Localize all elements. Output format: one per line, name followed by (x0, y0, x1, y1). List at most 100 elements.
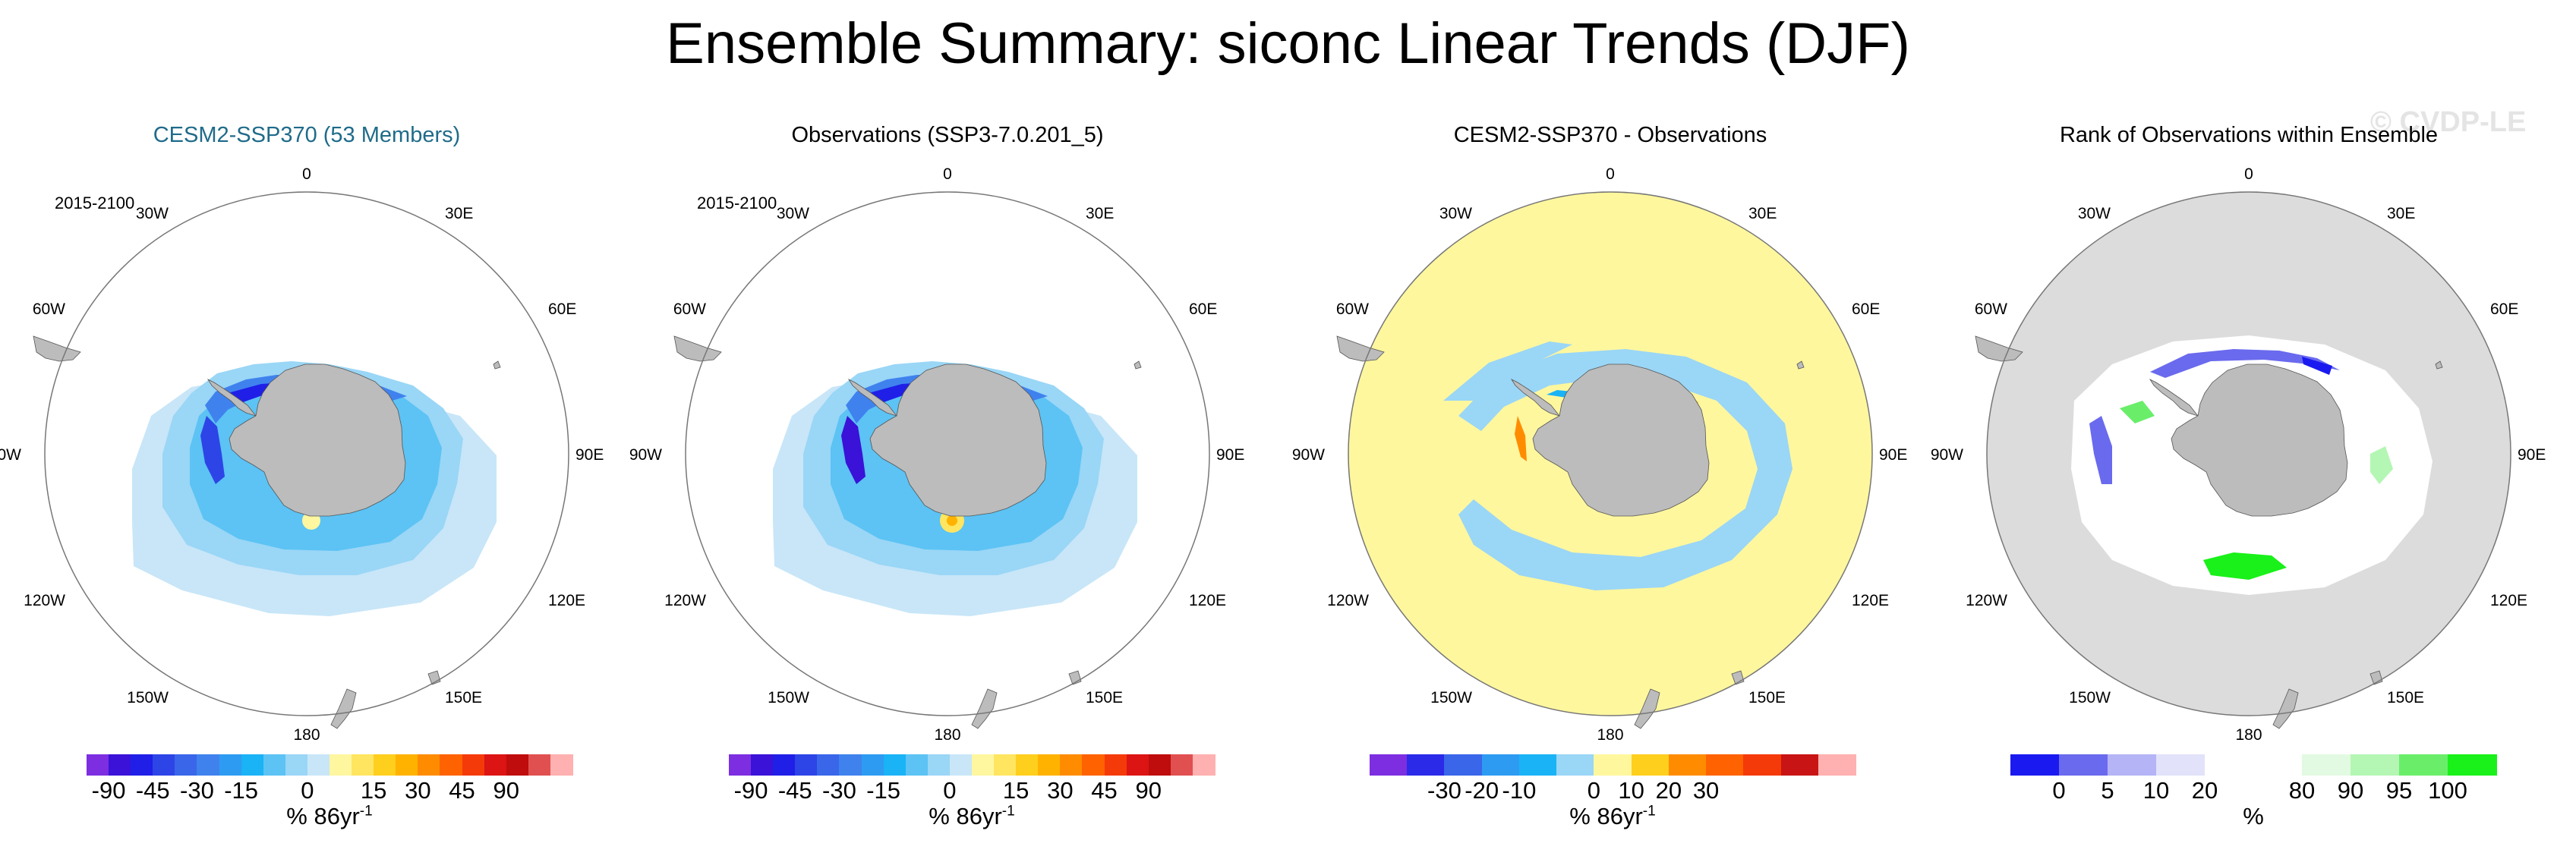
longitude-label: 30W (136, 205, 169, 222)
difference-peninsula-positive (1515, 416, 1527, 461)
south-america-landmass (1975, 335, 2023, 362)
longitude-label: 60E (2490, 301, 2518, 318)
panel-4-title: Rank of Observations within Ensemble (2059, 123, 2439, 147)
colorbar-swatch (1104, 754, 1127, 776)
colorbar-tick-label: 45 (449, 777, 475, 804)
kerguelen-island (2435, 360, 2443, 370)
rank-zone-east-high (2370, 446, 2393, 484)
colorbar-swatch (949, 754, 973, 776)
colorbar-swatch (175, 754, 198, 776)
colorbar-tick-label: 95 (2385, 777, 2413, 804)
kerguelen-island (493, 360, 501, 370)
colorbar-swatch (773, 754, 796, 776)
colorbar-swatch (2108, 754, 2157, 776)
colorbar-tick-label: 90 (2337, 777, 2364, 804)
longitude-label: 60W (673, 301, 706, 318)
longitude-label: 90E (1879, 446, 1907, 464)
colorbar-swatch (1780, 754, 1819, 776)
colorbar-tick-label: 0 (301, 777, 314, 804)
panel-2-units: % 86yr-1 (929, 803, 1015, 829)
colorbar-swatch (374, 754, 396, 776)
colorbar-swatch (1818, 754, 1856, 776)
new-zealand-landmass (971, 688, 998, 729)
longitude-label: 0 (2244, 165, 2253, 183)
colorbar-tick-label: 45 (1091, 777, 1118, 804)
rank-zone-ross-high (2203, 552, 2287, 580)
colorbar-tick-label: 20 (1655, 777, 1682, 804)
colorbar-tick-label: 0 (2052, 777, 2066, 804)
map-boundary (1348, 191, 1873, 716)
colorbar-swatch (87, 754, 109, 776)
colorbar-swatch (994, 754, 1017, 776)
colorbar-swatch (1706, 754, 1744, 776)
colorbar-tick-label: 30 (1047, 777, 1074, 804)
panel-4-units: % (2243, 803, 2264, 829)
longitude-label: 90E (2518, 446, 2546, 464)
panel-2-map: 0 180 90W 90E 30W 30E 60W 60E 120W 120E 150W 150E (629, 165, 1245, 744)
panel-3-map: 0 180 90W 90E 30W 30E 60W 60E 120W 120E 150W 150E (1292, 165, 1908, 744)
antarctica-landmass (1532, 363, 1710, 517)
rank-zone-west-low (2089, 416, 2112, 484)
colorbar-swatch (1170, 754, 1193, 776)
colorbar-tick-label: 0 (943, 777, 957, 804)
colorbar-swatch (506, 754, 529, 776)
panel-1-units: % 86yr-1 (286, 803, 373, 829)
panel-4-map: 0 180 90W 90E 30W 30E 60W 60E 120W 120E 150W 150E (1931, 165, 2546, 744)
colorbar-swatch (1444, 754, 1483, 776)
colorbar-tick-label: -30 (180, 777, 214, 804)
longitude-label: 60W (33, 301, 65, 318)
colorbar-swatch (729, 754, 752, 776)
rank-zone-lowest (2302, 357, 2332, 375)
longitude-label: 30E (445, 205, 473, 222)
colorbar-swatch (2010, 754, 2060, 776)
colorbar-swatch (751, 754, 774, 776)
panel-2-colorbar (729, 754, 1215, 776)
longitude-label: 90W (629, 446, 662, 464)
colorbar-swatch (1126, 754, 1149, 776)
colorbar-tick-label: 100 (2428, 777, 2467, 804)
longitude-label: 150W (768, 689, 809, 707)
colorbar-swatch (1060, 754, 1083, 776)
watermark: © CVDP-LE (2370, 106, 2527, 138)
longitude-label: 60W (1336, 301, 1369, 318)
longitude-label: 0 (302, 165, 311, 183)
colorbar-swatch (263, 754, 286, 776)
longitude-label: 0 (943, 165, 952, 183)
colorbar-swatch (1370, 754, 1408, 776)
antarctic-peninsula (207, 379, 257, 417)
colorbar-swatch (307, 754, 330, 776)
difference-outer-arc (1443, 341, 1572, 401)
longitude-label: 90W (1292, 446, 1325, 464)
longitude-label: 150W (127, 689, 169, 707)
colorbar-swatch (1556, 754, 1594, 776)
antarctic-peninsula (1510, 379, 1561, 417)
colorbar-tick-label: -90 (91, 777, 126, 804)
panel-2-period: 2015-2100 (697, 194, 777, 212)
colorbar-swatch (396, 754, 418, 776)
trend-zone-peninsula-loss (200, 416, 225, 484)
colorbar-tick-label: -20 (1465, 777, 1499, 804)
longitude-label: 150W (2069, 689, 2111, 707)
colorbar-swatch (219, 754, 242, 776)
colorbar-swatch (1743, 754, 1782, 776)
longitude-label: 120E (1852, 592, 1889, 609)
colorbar-swatch (418, 754, 441, 776)
colorbar-tick-label: 20 (2191, 777, 2218, 804)
colorbar-swatch (817, 754, 840, 776)
longitude-label: 30E (2387, 205, 2415, 222)
colorbar-swatch (153, 754, 175, 776)
colorbar-swatch (2059, 754, 2108, 776)
longitude-label: 30W (1439, 205, 1472, 222)
panel-1-colorbar (87, 754, 573, 776)
new-zealand-landmass (1634, 688, 1660, 729)
colorbar-tick-label: -90 (733, 777, 768, 804)
colorbar-swatch (2302, 754, 2351, 776)
longitude-label: 60E (548, 301, 576, 318)
colorbar-swatch (528, 754, 551, 776)
map-boundary (685, 191, 1210, 716)
longitude-label: 150E (445, 689, 482, 707)
south-america-landmass (673, 335, 722, 362)
longitude-label: 180 (1597, 726, 1623, 744)
longitude-label: 120W (1966, 592, 2007, 609)
colorbar-swatch (795, 754, 818, 776)
